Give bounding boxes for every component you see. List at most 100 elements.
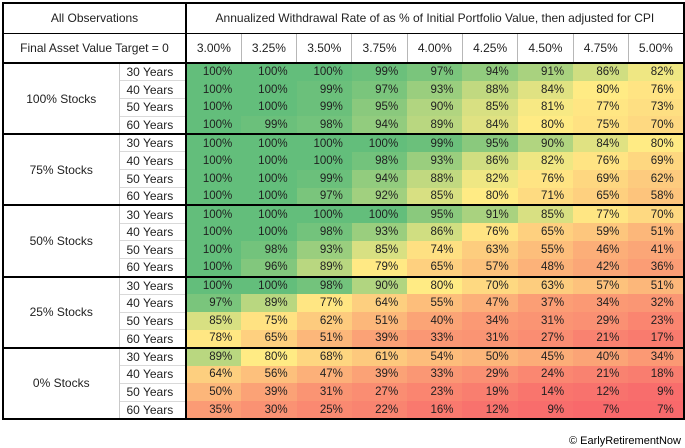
swr-value-cell: 99%	[241, 116, 297, 135]
swr-value-cell: 50%	[462, 347, 518, 366]
swr-value-cell: 54%	[407, 347, 463, 366]
stock-allocation-label: 25% Stocks	[3, 276, 120, 348]
swr-value-cell: 100%	[241, 80, 297, 99]
swr-value-cell: 21%	[573, 365, 629, 384]
swr-value-cell: 100%	[241, 276, 297, 295]
stock-allocation-label: 0% Stocks	[3, 347, 120, 419]
swr-value-cell: 94%	[462, 63, 518, 81]
swr-value-cell: 62%	[628, 169, 684, 188]
swr-value-cell: 90%	[351, 276, 408, 295]
horizon-label: 50 Years	[119, 169, 187, 188]
swr-value-cell: 77%	[573, 98, 629, 117]
observations-header: All Observations	[3, 3, 187, 34]
swr-value-cell: 79%	[351, 258, 408, 277]
swr-value-cell: 84%	[462, 116, 518, 135]
rate-column-header: 4.25%	[461, 33, 518, 64]
swr-value-cell: 7%	[628, 401, 684, 419]
swr-value-cell: 48%	[517, 258, 574, 277]
swr-value-cell: 77%	[296, 294, 352, 313]
swr-value-cell: 92%	[351, 187, 408, 206]
swr-value-cell: 85%	[407, 187, 463, 206]
swr-value-cell: 98%	[296, 276, 352, 295]
swr-value-cell: 75%	[241, 312, 297, 330]
swr-value-cell: 51%	[628, 276, 684, 295]
swr-value-cell: 58%	[628, 187, 684, 206]
swr-value-cell: 9%	[517, 401, 574, 419]
swr-value-cell: 100%	[186, 187, 242, 206]
swr-value-cell: 98%	[296, 223, 352, 241]
swr-value-cell: 85%	[186, 312, 242, 330]
table-row: 60 Years 100% 96% 89% 79% 65% 57% 48% 42% 36%	[3, 258, 684, 277]
swr-value-cell: 100%	[241, 63, 297, 81]
swr-value-cell: 27%	[517, 329, 574, 348]
swr-value-cell: 73%	[628, 98, 684, 117]
swr-value-cell: 33%	[407, 365, 463, 384]
copyright-credit: © EarlyRetirementNow	[568, 435, 681, 447]
swr-value-cell: 70%	[462, 276, 518, 295]
table-row: 40 Years 100% 100% 99% 97% 93% 88% 84% 80% 76%	[3, 80, 684, 99]
swr-value-cell: 100%	[351, 205, 408, 224]
swr-value-cell: 40%	[407, 312, 463, 330]
table-row: 60 Years 100% 99% 98% 94% 89% 84% 80% 75% 70%	[3, 115, 684, 135]
swr-value-cell: 23%	[407, 383, 463, 402]
horizon-label: 40 Years	[119, 80, 187, 99]
swr-value-cell: 100%	[241, 187, 297, 206]
horizon-label: 40 Years	[119, 151, 187, 170]
allocation-group: 75% Stocks 30 Years 100% 100% 100% 100% 99% 95%…	[3, 133, 684, 206]
swr-value-cell: 95%	[462, 134, 518, 152]
swr-value-cell: 63%	[462, 240, 518, 259]
swr-value-cell: 84%	[573, 134, 629, 152]
stock-allocation-label: 50% Stocks	[3, 205, 120, 277]
swr-value-cell: 34%	[628, 347, 684, 366]
swr-value-cell: 37%	[517, 294, 574, 313]
swr-value-cell: 99%	[296, 80, 352, 99]
swr-value-cell: 65%	[573, 187, 629, 206]
horizon-label: 60 Years	[119, 400, 187, 419]
swr-value-cell: 100%	[186, 98, 242, 117]
table-row: 60 Years 35% 30% 25% 22% 16% 12% 9% 7% 7%	[3, 400, 684, 419]
swr-value-cell: 100%	[241, 98, 297, 117]
swr-value-cell: 99%	[296, 169, 352, 188]
swr-value-cell: 100%	[186, 63, 242, 81]
stock-allocation-label: 100% Stocks	[3, 63, 120, 135]
swr-value-cell: 98%	[296, 116, 352, 135]
swr-value-cell: 88%	[462, 80, 518, 99]
swr-value-cell: 100%	[241, 151, 297, 170]
horizon-label: 60 Years	[119, 258, 187, 277]
swr-value-cell: 32%	[628, 294, 684, 313]
horizon-label: 30 Years	[119, 276, 187, 295]
horizon-label: 40 Years	[119, 222, 187, 241]
swr-value-cell: 63%	[517, 276, 574, 295]
swr-heatmap-frame: All Observations Annualized Withdrawal R…	[2, 2, 685, 420]
swr-value-cell: 47%	[296, 365, 352, 384]
swr-value-cell: 100%	[186, 223, 242, 241]
swr-value-cell: 29%	[573, 312, 629, 330]
swr-value-cell: 61%	[351, 347, 408, 366]
table-row: 50 Years 100% 100% 99% 95% 90% 85% 81% 77% 73%	[3, 98, 684, 117]
horizon-label: 30 Years	[119, 347, 187, 366]
swr-value-cell: 39%	[351, 365, 408, 384]
swr-value-cell: 100%	[186, 169, 242, 188]
table-row: 40 Years 64% 56% 47% 39% 33% 29% 24% 21% 18%	[3, 365, 684, 384]
swr-value-cell: 94%	[351, 116, 408, 135]
swr-value-cell: 90%	[517, 134, 574, 152]
swr-value-cell: 70%	[628, 205, 684, 224]
swr-value-cell: 80%	[628, 134, 684, 152]
swr-value-cell: 31%	[296, 383, 352, 402]
allocation-group: 50% Stocks 30 Years 100% 100% 100% 100% 95% 91%…	[3, 204, 684, 277]
table-row: 60 Years 100% 100% 97% 92% 85% 80% 71% 65% 58%	[3, 187, 684, 206]
table-row: 50 Years 85% 75% 62% 51% 40% 34% 31% 29% 23%	[3, 311, 684, 330]
swr-value-cell: 69%	[628, 151, 684, 170]
swr-value-cell: 24%	[517, 365, 574, 384]
swr-value-cell: 80%	[462, 187, 518, 206]
swr-value-cell: 65%	[517, 223, 574, 241]
swr-value-cell: 99%	[296, 98, 352, 117]
swr-value-cell: 9%	[628, 383, 684, 402]
rate-column-header: 5.00%	[627, 33, 684, 64]
swr-value-cell: 93%	[407, 151, 463, 170]
table-row: 50 Years 100% 100% 99% 94% 88% 82% 76% 69% 62%	[3, 169, 684, 188]
swr-value-cell: 93%	[351, 223, 408, 241]
rate-header-row: Final Asset Value Target = 0 3.00% 3.25% 3…	[3, 33, 684, 64]
rate-axis-title: Annualized Withdrawal Rate of as % of In…	[186, 3, 684, 34]
swr-value-cell: 78%	[186, 329, 242, 348]
